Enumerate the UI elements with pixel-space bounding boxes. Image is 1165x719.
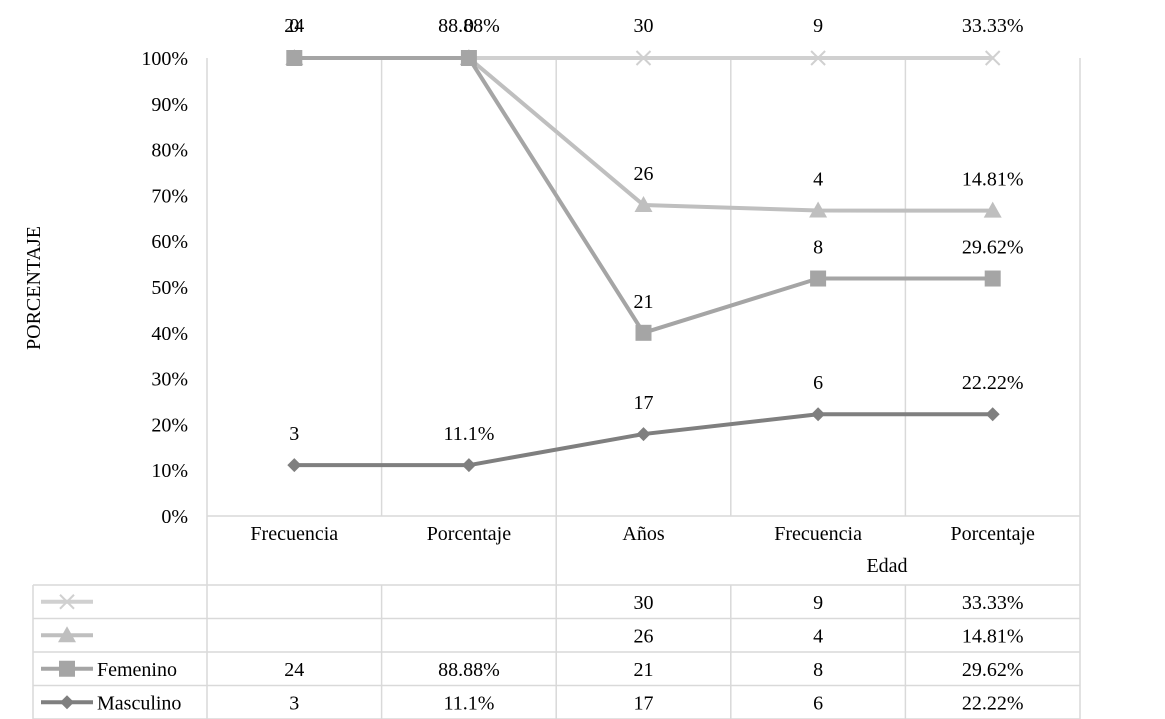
data-label-top: 9	[813, 15, 823, 37]
marker-x	[810, 50, 826, 66]
marker-triangle	[983, 201, 1002, 218]
data-label-top: 88.88%	[438, 15, 500, 37]
data-label: 29.62%	[962, 237, 1024, 259]
data-label-top: 30	[634, 15, 654, 37]
gridlines	[206, 58, 1081, 517]
table-cell: 11.1%	[443, 692, 494, 714]
x-tick-label: Porcentaje	[950, 523, 1035, 545]
data-label: 26	[634, 163, 654, 185]
table-cell: 14.81%	[962, 625, 1024, 647]
y-tick-label: 90%	[151, 94, 188, 116]
table-cell: 3	[289, 692, 299, 714]
series-group: 3 11.1% 17 6 22.22% 21 8 29.62% 26 4 14.81%	[285, 49, 1024, 473]
table-cell: 4	[813, 625, 823, 647]
y-tick-label: 20%	[151, 414, 188, 436]
category-labels: Frecuencia Porcentaje Años Frecuencia Porcen…	[250, 523, 1035, 545]
table-cell: 33.33%	[962, 592, 1024, 614]
x-tick-label: Frecuencia	[774, 523, 862, 545]
table-cell: 21	[634, 659, 654, 681]
data-label: 22.22%	[962, 372, 1024, 394]
data-label: 3	[289, 423, 299, 445]
data-label: 14.81%	[962, 169, 1024, 191]
table-cell: 8	[813, 659, 823, 681]
marker-diamond	[60, 695, 74, 710]
marker-triangle	[58, 626, 76, 643]
table-cell: 29.62%	[962, 659, 1024, 681]
table-cell: 30	[634, 592, 654, 614]
table-row: Femenino 24 88.88% 21 8 29.62%	[41, 659, 1024, 681]
y-tick-label: 60%	[151, 231, 188, 253]
y-tick-label: 100%	[141, 48, 188, 70]
marker-diamond	[287, 458, 302, 473]
marker-x	[635, 50, 652, 66]
data-label: 17	[634, 392, 654, 414]
series-line-unnamed-triangle	[285, 49, 1002, 218]
table-cell: 9	[813, 592, 823, 614]
data-table: 30 9 33.33% 26 4 14.81% Femenino 24 88.88% 21 8 29.…	[32, 516, 1081, 719]
data-label: 8	[813, 237, 823, 259]
data-label: 6	[813, 372, 823, 394]
y-tick-label: 50%	[151, 277, 188, 299]
data-label-top: 24	[284, 15, 304, 37]
series-line-masculino	[287, 407, 1000, 473]
y-tick-label: 80%	[151, 140, 188, 162]
data-label: 21	[634, 291, 654, 313]
y-tick-label: 10%	[151, 460, 188, 482]
table-row: Masculino 3 11.1% 17 6 22.22%	[41, 692, 1024, 714]
table-cell: 17	[634, 692, 654, 714]
marker-triangle	[809, 201, 828, 218]
table-cell: 88.88%	[438, 659, 500, 681]
table-cell: 6	[813, 692, 823, 714]
y-tick-label: 0%	[161, 506, 188, 528]
y-tick-label: 40%	[151, 323, 188, 345]
marker-diamond	[461, 458, 476, 473]
legend-label: Masculino	[97, 692, 181, 714]
data-label-top: 33.33%	[962, 15, 1024, 37]
series-path	[294, 56, 993, 213]
data-label: 4	[813, 169, 823, 191]
table-row: 30 9 33.33%	[41, 592, 1024, 614]
data-label-top-overlap: 0	[464, 15, 474, 37]
marker-diamond	[636, 427, 651, 442]
y-axis-label: PORCENTAJE	[23, 226, 45, 350]
table-cell: 22.22%	[962, 692, 1024, 714]
table-cell: 26	[634, 625, 654, 647]
legend-label: Femenino	[97, 659, 177, 681]
marker-x	[984, 50, 1001, 66]
data-label: 11.1%	[443, 423, 494, 445]
marker-square	[635, 324, 652, 341]
category-group-label: Edad	[866, 555, 907, 577]
marker-triangle	[634, 196, 653, 213]
marker-square	[810, 270, 827, 287]
data-label-top-overlap: 0	[289, 15, 299, 37]
marker-square	[984, 270, 1001, 287]
x-tick-label: Años	[622, 523, 664, 545]
x-tick-label: Porcentaje	[427, 523, 512, 545]
table-row: 26 4 14.81%	[41, 625, 1024, 647]
y-tick-label: 70%	[151, 185, 188, 207]
marker-diamond	[811, 407, 826, 422]
marker-diamond	[985, 407, 1000, 422]
marker-square	[286, 50, 303, 66]
series-line-femenino	[286, 50, 1001, 341]
top-data-labels: 24 88.88% 30 9 33.33% 0 0	[284, 15, 1023, 37]
table-cell: 24	[284, 659, 304, 681]
marker-square	[59, 660, 75, 677]
marker-square	[460, 50, 477, 66]
y-axis-ticks: 0% 10% 20% 30% 40% 50% 60% 70% 80% 90% 100%	[141, 48, 188, 528]
x-tick-label: Frecuencia	[250, 523, 338, 545]
marker-x	[59, 594, 75, 610]
y-tick-label: 30%	[151, 369, 188, 391]
